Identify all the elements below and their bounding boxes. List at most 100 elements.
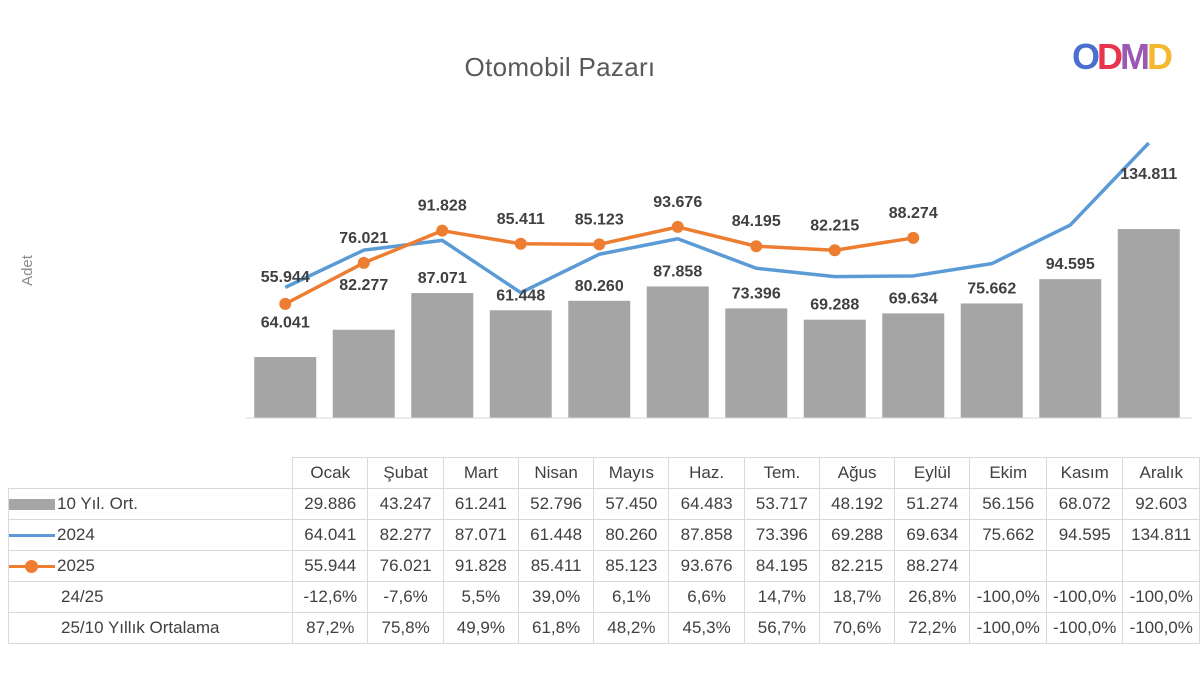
table-cell: 94.595 (1045, 519, 1124, 551)
table-cell: 14,7% (743, 581, 820, 613)
table-cell: 64.483 (668, 488, 745, 520)
table-cell: 64.041 (292, 519, 369, 551)
table-cell: -12,6% (292, 581, 369, 613)
table-cell: 85.123 (593, 550, 670, 582)
label-2024: 134.811 (1120, 166, 1177, 183)
table-cell: 87,2% (292, 612, 369, 644)
table-cell: 82.215 (818, 550, 896, 582)
table-header-cell: Şubat (367, 457, 444, 489)
marker-2025 (279, 297, 292, 310)
legend-key-line-2024 (9, 534, 55, 538)
table-cell: 76.021 (367, 550, 444, 582)
bar-10yil-ort (882, 313, 945, 418)
label-2024: 61.448 (496, 288, 545, 305)
marker-2025 (514, 237, 527, 250)
table-cell: 87.071 (442, 519, 519, 551)
label-2024: 64.041 (261, 314, 310, 331)
table-cell: -100,0% (1122, 612, 1200, 644)
bar-10yil-ort (411, 293, 474, 418)
table-cell: 92.603 (1122, 488, 1200, 520)
odmd-logo: ODMD (1072, 36, 1173, 78)
table-cell: 53.717 (743, 488, 820, 520)
marker-2025 (593, 238, 606, 251)
table-cell: -100,0% (1045, 581, 1124, 613)
table-cell: -100,0% (1045, 612, 1124, 644)
row-label-text: 24/25 (61, 587, 104, 606)
table-header-cell: Aralık (1122, 457, 1200, 489)
table-cell: 75,8% (367, 612, 444, 644)
label-2024: 80.260 (575, 278, 624, 295)
table-row-24-25: 24/25 -12,6% -7,6% 5,5% 39,0% 6,1% 6,6% 14,7% 18… (7, 581, 1200, 613)
table-cell: 48.192 (818, 488, 896, 520)
row-label: 2024 (7, 519, 294, 551)
chart-title: Otomobil Pazarı (464, 52, 656, 82)
table-cell: 93.676 (668, 550, 745, 582)
data-table: Ocak Şubat Mart Nisan Mayıs Haz. Tem. Ağus Eylül… (7, 457, 1200, 644)
table-cell: 134.811 (1122, 519, 1200, 551)
label-2025: 85.123 (575, 211, 624, 228)
table-cell: 87.858 (668, 519, 745, 551)
table-cell: 29.886 (292, 488, 369, 520)
label-2025: 88.274 (889, 205, 938, 222)
table-cell: -100,0% (969, 612, 1047, 644)
table-cell: 57.450 (593, 488, 670, 520)
table-row-2025: 2025 55.944 76.021 91.828 85.411 85.123 93.676… (7, 550, 1200, 582)
marker-2025 (907, 231, 920, 244)
marker-2025 (671, 220, 684, 233)
table-cell: 6,1% (593, 581, 670, 613)
row-label-text: 2024 (57, 525, 95, 544)
label-2025: 85.411 (497, 211, 545, 228)
table-cell: 73.396 (743, 519, 820, 551)
table-header-cell: Ekim (969, 457, 1047, 489)
table-cell: 52.796 (517, 488, 595, 520)
table-cell: 69.634 (894, 519, 971, 551)
table-cell: 61,8% (517, 612, 595, 644)
table-cell: 88.274 (894, 550, 971, 582)
table-header-cell: Ağus (818, 457, 896, 489)
table-cell: 55.944 (292, 550, 369, 582)
table-cell: 26,8% (894, 581, 971, 613)
table-cell: 45,3% (668, 612, 745, 644)
bar-10yil-ort (489, 310, 552, 418)
table-header-cell: Haz. (668, 457, 745, 489)
label-2024: 73.396 (732, 285, 781, 302)
marker-2025 (436, 224, 449, 237)
table-header-cell: Kasım (1045, 457, 1124, 489)
label-2025: 82.215 (810, 217, 859, 234)
label-2024: 87.071 (418, 270, 467, 287)
label-2024: 82.277 (339, 277, 388, 294)
table-cell: 68.072 (1045, 488, 1124, 520)
line-2024 (284, 141, 1151, 295)
table-cell: 82.277 (367, 519, 444, 551)
bar-10yil-ort (803, 319, 866, 418)
table-header-cell: Ocak (292, 457, 369, 489)
legend-key-marker (25, 560, 38, 574)
table-cell: 85.411 (517, 550, 595, 582)
label-2025: 76.021 (339, 230, 388, 247)
table-row-10yil: 10 Yıl. Ort. 29.886 43.247 61.241 52.796 57.4… (7, 488, 1200, 520)
table-cell: 56.156 (969, 488, 1047, 520)
table-cell (969, 550, 1047, 582)
table-cell: 5,5% (442, 581, 519, 613)
label-2025: 91.828 (418, 198, 467, 215)
bar-10yil-ort (1117, 229, 1180, 418)
bar-10yil-ort (646, 286, 709, 418)
table-header-cell: Mayıs (593, 457, 670, 489)
bar-10yil-ort (332, 329, 395, 418)
row-label: 25/10 Yıllık Ortalama (7, 612, 294, 644)
table-cell (1045, 550, 1124, 582)
bar-10yil-ort (568, 300, 631, 418)
bar-10yil-ort (725, 308, 788, 418)
marker-2025 (750, 240, 763, 253)
table-cell: 69.288 (818, 519, 896, 551)
table-row-2024: 2024 64.041 82.277 87.071 61.448 80.260 87.858… (7, 519, 1200, 551)
table-cell: -100,0% (1122, 581, 1200, 613)
legend-key-bar (9, 499, 55, 511)
bar-10yil-ort (1039, 279, 1102, 418)
label-2025: 55.944 (261, 269, 310, 286)
table-corner (8, 457, 294, 489)
table-header-row: Ocak Şubat Mart Nisan Mayıs Haz. Tem. Ağus Eylül… (8, 457, 1200, 489)
row-label: 10 Yıl. Ort. (7, 488, 294, 520)
label-2024: 69.634 (889, 290, 938, 307)
table-row-25-10: 25/10 Yıllık Ortalama 87,2% 75,8% 49,9% 61,8… (7, 612, 1200, 644)
